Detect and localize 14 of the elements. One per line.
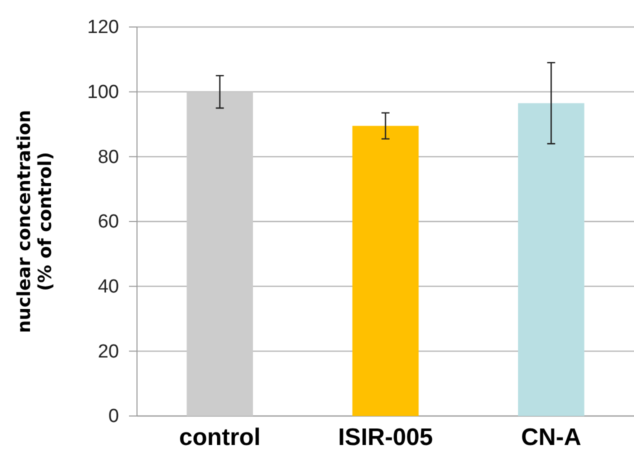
y-tick-label: 80	[98, 146, 119, 168]
y-axis-title: nuclear concentration (% of control)	[14, 110, 56, 334]
x-tick-label: control	[179, 424, 260, 452]
y-tick-label: 40	[98, 276, 119, 298]
x-tick-label: CN-A	[521, 424, 582, 452]
y-tick-label: 60	[98, 212, 119, 233]
y-tick-label: 20	[98, 341, 119, 362]
y-tick-label: 100	[87, 82, 119, 103]
x-tick-label: ISIR-005	[338, 424, 433, 452]
bar	[186, 92, 253, 416]
y-tick-label: 0	[108, 406, 119, 428]
bar	[352, 126, 419, 416]
bar	[518, 103, 584, 416]
y-tick-label: 120	[87, 17, 119, 38]
